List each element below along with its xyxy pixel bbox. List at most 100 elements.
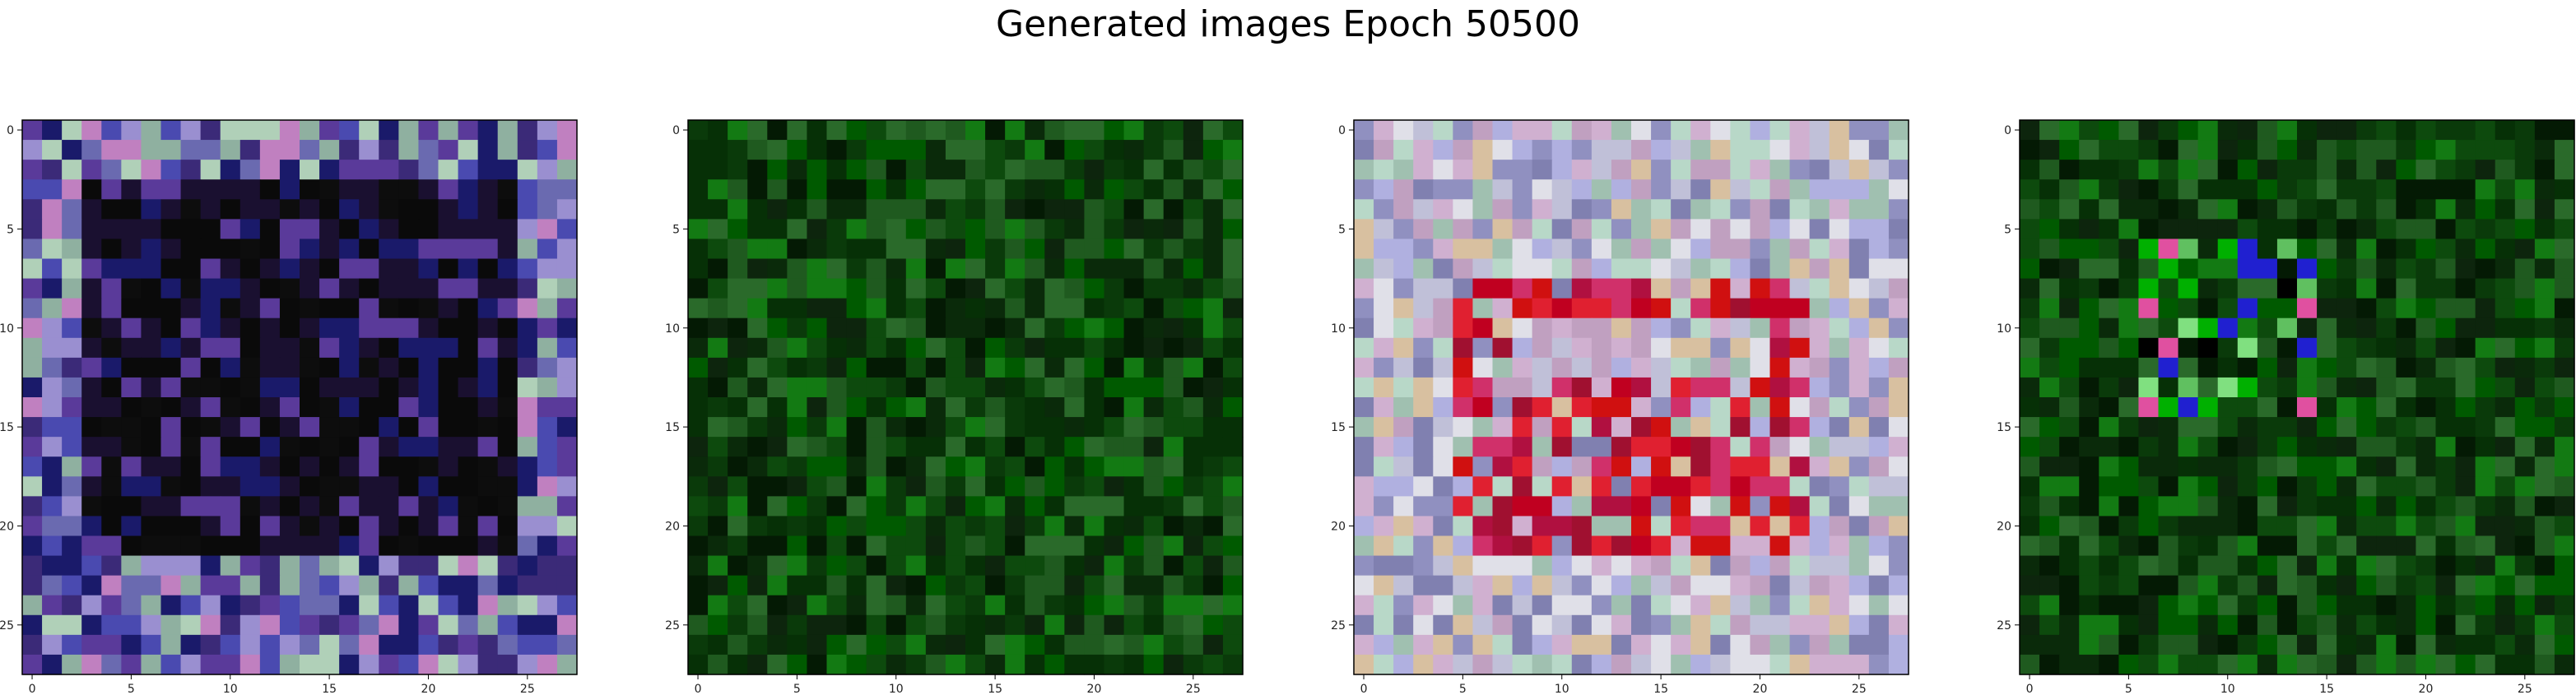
pixel-cell (2475, 357, 2496, 378)
pixel-cell (728, 239, 748, 260)
pixel-cell (2039, 377, 2060, 398)
pixel-cell (767, 397, 788, 418)
pixel-cell (1374, 377, 1394, 398)
pixel-cell (2237, 298, 2258, 319)
pixel-cell (379, 377, 399, 398)
pixel-cell (985, 496, 1006, 517)
pixel-cell (339, 199, 360, 220)
pixel-cell (418, 377, 439, 398)
pixel-cell (2356, 654, 2377, 675)
pixel-cell (728, 654, 748, 675)
pixel-cell (925, 417, 946, 438)
pixel-cell (2237, 496, 2258, 517)
pixel-cell (2138, 595, 2160, 616)
pixel-cell (2217, 377, 2239, 398)
pixel-cell (2197, 614, 2219, 636)
pixel-cell (1202, 476, 1224, 497)
pixel-cell (1868, 417, 1890, 438)
pixel-cell (708, 456, 728, 477)
pixel-cell (2416, 516, 2437, 537)
pixel-cell (1354, 298, 1374, 319)
pixel-cell (846, 317, 867, 339)
pixel-cell (239, 417, 261, 438)
pixel-cell (81, 377, 102, 398)
pixel-cell (239, 337, 261, 359)
pixel-cell (1848, 535, 1870, 557)
pixel-cell (1084, 614, 1105, 636)
y-tick-label: 10 (665, 322, 680, 336)
pixel-cell (2039, 397, 2060, 418)
pixel-cell (2059, 258, 2080, 280)
pixel-cell (2495, 140, 2516, 160)
pixel-cell (1710, 160, 1731, 180)
pixel-cell (200, 476, 221, 497)
pixel-cell (2376, 437, 2397, 457)
pixel-cell (1222, 357, 1244, 378)
pixel-cell (2416, 278, 2437, 299)
pixel-cell (418, 179, 439, 200)
pixel-cell (866, 496, 887, 517)
pixel-cell (279, 199, 300, 220)
pixel-cell (1064, 516, 1086, 537)
pixel-cell (1413, 357, 1434, 378)
pixel-cell (1690, 535, 1711, 557)
pixel-cell (517, 456, 538, 477)
pixel-cell (1512, 357, 1533, 378)
pixel-cell (2475, 239, 2496, 260)
pixel-cell (1848, 278, 1870, 299)
pixel-cell (359, 120, 379, 141)
pixel-cell (398, 317, 420, 339)
pixel-cell (141, 160, 162, 180)
pixel-cell (1354, 456, 1374, 477)
pixel-cell (1492, 456, 1514, 477)
pixel-cell (477, 456, 499, 477)
pixel-cell (965, 555, 986, 577)
pixel-cell (477, 437, 499, 457)
pixel-cell (2455, 278, 2476, 299)
pixel-cell (688, 317, 709, 339)
pixel-cell (2237, 555, 2258, 577)
pixel-cell (438, 160, 459, 180)
pixel-cell (300, 239, 320, 260)
pixel-cell (866, 140, 887, 160)
pixel-cell (2514, 298, 2536, 319)
pixel-cell (2435, 437, 2457, 457)
pixel-cell (866, 160, 887, 180)
pixel-cell (259, 456, 281, 477)
pixel-cell (965, 377, 986, 398)
pixel-cell (141, 397, 162, 418)
pixel-cell (1354, 317, 1374, 339)
pixel-cell (477, 397, 499, 418)
pixel-cell (1512, 496, 1533, 517)
pixel-cell (239, 317, 261, 339)
pixel-cell (141, 634, 162, 656)
pixel-cell (886, 219, 907, 240)
pixel-cell (2138, 496, 2160, 517)
pixel-cell (200, 258, 221, 280)
pixel-cell (1651, 654, 1672, 675)
pixel-cell (1393, 160, 1414, 180)
pixel-cell (319, 417, 340, 438)
pixel-cell (141, 219, 162, 240)
pixel-cell (2297, 298, 2318, 319)
pixel-cell (1084, 199, 1105, 220)
pixel-cell (2554, 437, 2575, 457)
pixel-cell (2118, 634, 2140, 656)
pixel-cell (2376, 614, 2397, 636)
pixel-cell (160, 357, 182, 378)
pixel-cell (2455, 397, 2476, 418)
pixel-cell (925, 239, 946, 260)
pixel-cell (905, 219, 927, 240)
pixel-cell (1868, 634, 1890, 656)
pixel-cell (1631, 555, 1652, 577)
pixel-cell (905, 516, 927, 537)
pixel-cell (220, 634, 241, 656)
pixel-cell (2435, 357, 2457, 378)
pixel-cell (1591, 140, 1612, 160)
pixel-cell (180, 437, 202, 457)
pixel-cell (259, 278, 281, 299)
pixel-cell (1651, 140, 1672, 160)
pixel-cell (1848, 120, 1870, 141)
pixel-cell (787, 140, 808, 160)
pixel-cell (747, 357, 768, 378)
